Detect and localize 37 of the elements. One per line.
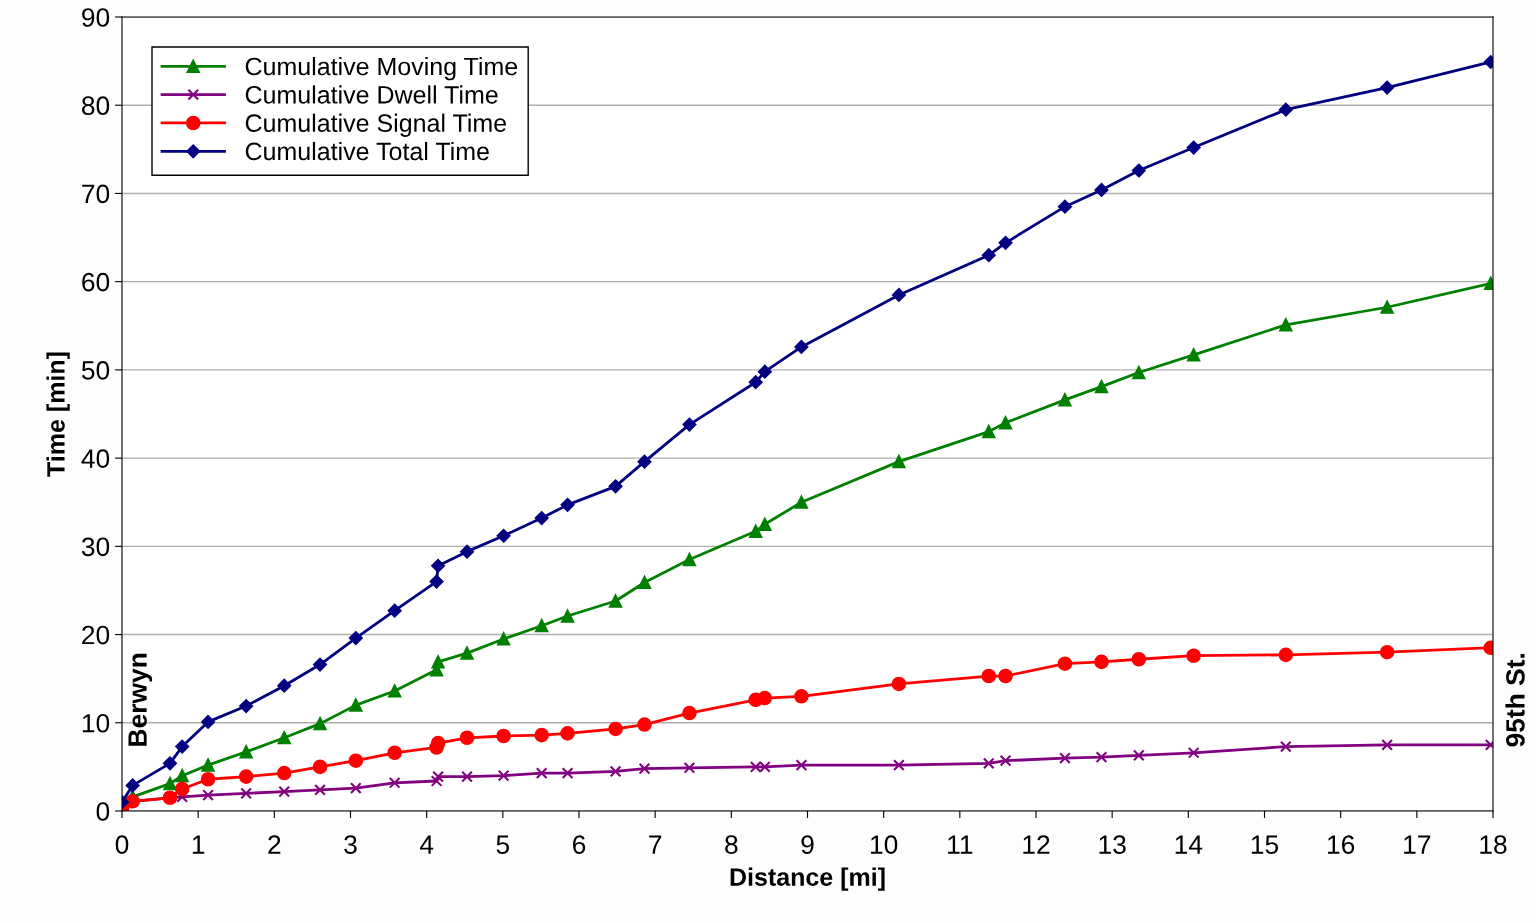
legend-label: Cumulative Dwell Time: [245, 85, 498, 104]
y-tick-label: 70: [82, 184, 110, 204]
y-tick-label: 0: [96, 802, 110, 821]
y-tick-label: 90: [82, 8, 110, 27]
y-tick-label: 60: [82, 272, 110, 292]
legend-label: Cumulative Signal Time: [245, 113, 506, 137]
x-tick-label: 2: [268, 835, 281, 854]
x-tick-label: 16: [1328, 835, 1355, 854]
legend-label: Cumulative Total Time: [245, 141, 489, 161]
legend-label: Cumulative Moving Time: [245, 57, 518, 81]
x-tick-label: 3: [344, 835, 357, 854]
x-tick-label: 11: [948, 835, 973, 854]
y-tick-label: 40: [81, 449, 110, 468]
x-tick-label: 9: [801, 835, 814, 854]
x-axis-title: Distance [mi]: [730, 867, 885, 891]
x-tick-label: 15: [1251, 835, 1279, 854]
annotation: Berwyn: [128, 653, 153, 746]
y-axis-title: Time [min]: [46, 352, 70, 477]
text: 95th St.: [1505, 654, 1525, 747]
y-tick-label: 80: [81, 96, 110, 116]
x-tick-label: 7: [649, 835, 662, 854]
x-tick-label: 4: [419, 835, 434, 854]
x-tick-label: 1: [192, 835, 205, 854]
x-tick-label: 13: [1099, 835, 1126, 854]
x-tick-label: 18: [1480, 835, 1507, 854]
x-tick-label: 10: [871, 835, 898, 854]
x-tick-label: 12: [1023, 835, 1050, 854]
x-tick-label: 14: [1175, 835, 1203, 854]
y-tick-label: 30: [81, 537, 110, 557]
x-tick-label: 6: [573, 835, 586, 854]
y-tick-label: 20: [82, 625, 110, 645]
y-tick-label: 50: [81, 361, 110, 380]
x-tick-label: 17: [1404, 835, 1431, 854]
x-tick-label: 0: [115, 835, 129, 854]
x-tick-label: 5: [496, 835, 510, 854]
x-tick-label: 8: [725, 835, 738, 854]
y-tick-label: 10: [82, 713, 110, 733]
